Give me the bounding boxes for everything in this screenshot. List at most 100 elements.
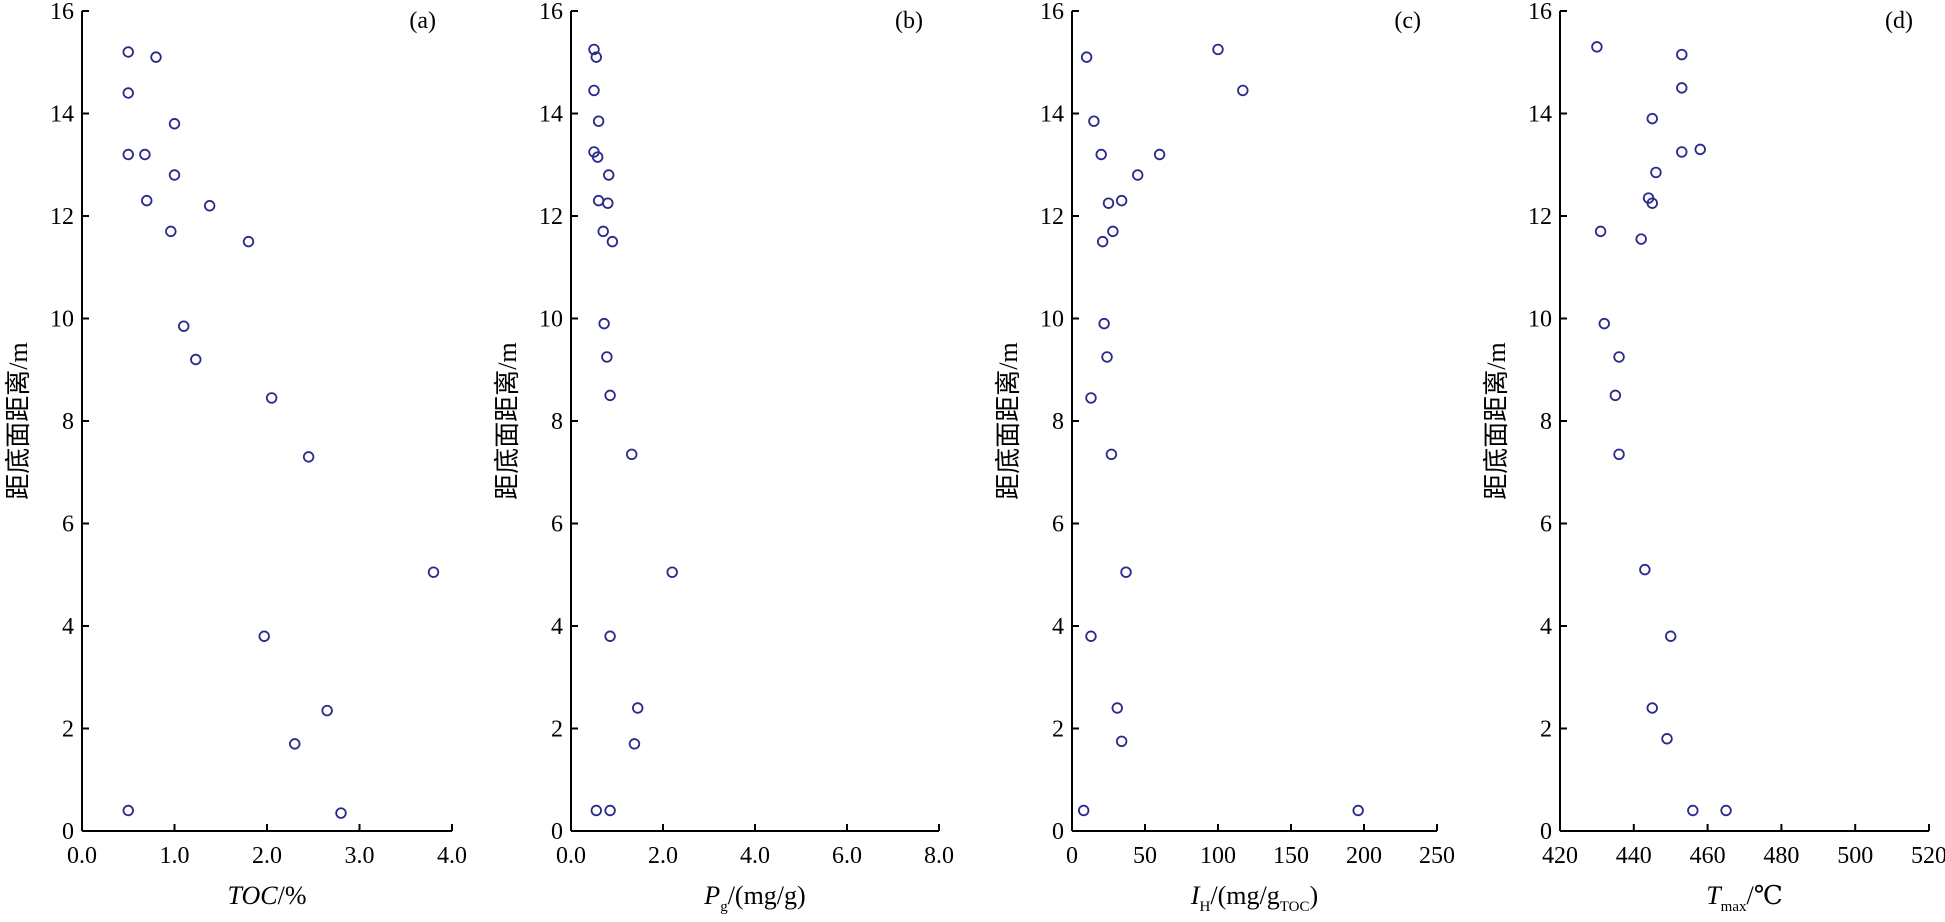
data-point xyxy=(1107,225,1119,238)
y-tick-label: 2 xyxy=(1052,717,1064,743)
data-point xyxy=(178,320,190,332)
data-point xyxy=(632,702,644,714)
y-tick-label: 0 xyxy=(551,819,563,845)
data-point xyxy=(1676,146,1688,158)
data-point xyxy=(1101,351,1113,363)
data-point xyxy=(598,317,610,330)
x-tick-label: 250 xyxy=(1419,843,1455,869)
data-point xyxy=(335,807,347,819)
x-axis-title: IH/(mg/gTOC) xyxy=(1190,881,1318,915)
data-point xyxy=(1591,41,1603,53)
data-point xyxy=(588,43,600,56)
panel-label: (d) xyxy=(1885,8,1913,34)
data-point xyxy=(1609,389,1622,402)
data-point xyxy=(1598,317,1610,330)
x-tick-label: 3.0 xyxy=(345,843,375,869)
x-tick-label: 0.0 xyxy=(556,843,586,869)
x-tick-label: 520 xyxy=(1911,843,1945,869)
x-tick-label: 440 xyxy=(1616,843,1652,869)
x-axis-title: Pg/(mg/g) xyxy=(703,881,805,915)
data-point xyxy=(1676,82,1688,94)
data-point xyxy=(1096,235,1109,248)
y-tick-label: 4 xyxy=(551,614,563,640)
x-tick-label: 8.0 xyxy=(924,843,954,869)
panel-b: 0 2 4 6 8 10 12 14 16 0.0 2.0 4.0 6.0 8.0 (b) 距底面距离/m Pg… xyxy=(493,0,954,915)
y-tick-label: 16 xyxy=(1528,0,1552,25)
y-tick-label: 4 xyxy=(62,614,74,640)
data-point xyxy=(190,353,202,366)
data-point xyxy=(1664,630,1677,642)
x-axis-title: TOC/% xyxy=(228,881,307,910)
data-point xyxy=(1594,225,1607,238)
y-tick-label: 0 xyxy=(62,819,74,845)
data-point xyxy=(1613,351,1625,363)
y-tick-label: 16 xyxy=(1040,0,1064,25)
data-point xyxy=(591,151,604,163)
data-point xyxy=(604,804,616,817)
data-point xyxy=(1687,804,1699,817)
y-tick-label: 0 xyxy=(1540,819,1552,845)
x-tick-label: 480 xyxy=(1763,843,1799,869)
data-point xyxy=(427,566,440,578)
x-tick-label: 460 xyxy=(1690,843,1726,869)
data-point xyxy=(628,738,641,750)
panel-label: (c) xyxy=(1394,8,1421,34)
y-tick-label: 14 xyxy=(539,102,563,128)
data-point xyxy=(602,197,614,209)
data-point xyxy=(1720,804,1732,817)
data-point xyxy=(590,51,603,63)
data-point xyxy=(122,46,134,58)
data-point xyxy=(592,194,605,207)
x-tick-label: 4.0 xyxy=(437,843,467,869)
y-axis-title: 距底面距离/m xyxy=(1482,342,1511,499)
data-point xyxy=(597,225,609,238)
data-point xyxy=(1212,43,1224,56)
data-point xyxy=(1077,804,1090,817)
data-point xyxy=(1120,566,1132,578)
y-axis-title: 距底面距离/m xyxy=(4,342,33,499)
y-tick-label: 0 xyxy=(1052,819,1064,845)
data-point xyxy=(1115,194,1128,207)
data-point xyxy=(1131,169,1144,181)
data-point xyxy=(165,225,177,238)
data-point xyxy=(1115,735,1128,748)
data-point xyxy=(1237,84,1249,97)
x-tick-label: 200 xyxy=(1346,843,1382,869)
data-point xyxy=(604,389,616,402)
data-point xyxy=(590,804,603,817)
data-point xyxy=(203,200,216,212)
data-point xyxy=(588,84,600,97)
x-tick-label: 0.0 xyxy=(67,843,97,869)
data-point xyxy=(1639,563,1651,576)
data-point xyxy=(242,235,255,248)
y-tick-label: 12 xyxy=(539,204,563,230)
data-point xyxy=(603,169,615,181)
y-tick-label: 8 xyxy=(1052,409,1064,435)
panel-label: (a) xyxy=(409,8,436,34)
y-axis-title: 距底面距离/m xyxy=(994,342,1023,499)
data-point xyxy=(1095,148,1107,161)
y-tick-label: 6 xyxy=(62,512,74,538)
y-tick-label: 6 xyxy=(1052,512,1064,538)
y-tick-label: 8 xyxy=(551,409,563,435)
y-tick-label: 14 xyxy=(1040,102,1064,128)
data-point xyxy=(168,169,181,181)
data-point xyxy=(1661,733,1673,745)
data-point xyxy=(1085,630,1097,642)
y-tick-label: 4 xyxy=(1540,614,1552,640)
y-tick-label: 10 xyxy=(539,307,563,333)
y-tick-label: 12 xyxy=(1040,204,1064,230)
data-point xyxy=(289,738,301,750)
data-point xyxy=(1676,48,1688,61)
data-point xyxy=(1352,804,1364,817)
x-tick-label: 4.0 xyxy=(740,843,770,869)
data-point xyxy=(1650,166,1662,179)
data-point xyxy=(1088,115,1100,127)
data-point xyxy=(1694,143,1706,156)
x-tick-label: 2.0 xyxy=(252,843,282,869)
data-point xyxy=(592,115,605,127)
data-point xyxy=(604,630,616,642)
data-point xyxy=(1153,148,1166,161)
data-point xyxy=(1111,702,1123,714)
